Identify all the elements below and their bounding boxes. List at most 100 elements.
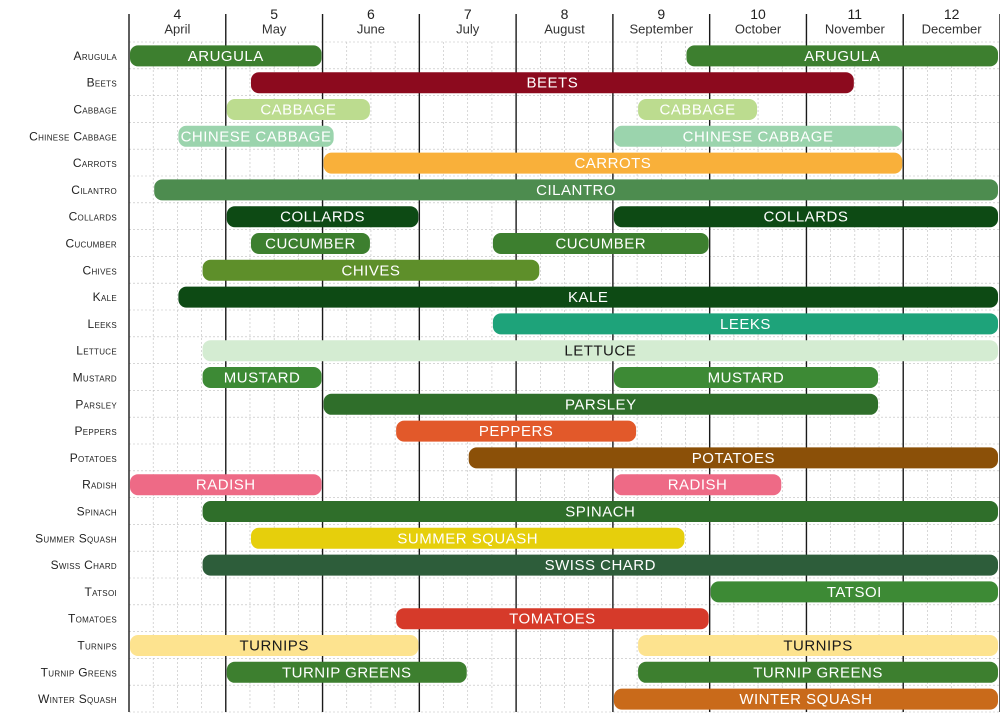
row-labels: Arugula Beets Cabbage Chinese Cabbage Carrot… xyxy=(29,49,117,706)
row-label: Cucumber xyxy=(65,237,117,251)
row-label: Peppers xyxy=(74,424,117,438)
bar-label: BEETS xyxy=(527,75,579,92)
gantt-bar xyxy=(250,233,370,254)
bar-label: TATSOI xyxy=(827,584,882,601)
gantt-bar xyxy=(686,45,998,67)
row-label: Collards xyxy=(69,210,117,224)
gantt-bar xyxy=(613,367,879,388)
gantt-bar xyxy=(226,206,419,228)
gantt-bar xyxy=(226,661,467,683)
gantt-bar xyxy=(202,259,540,281)
gantt-bar xyxy=(323,393,879,415)
month-name-label: June xyxy=(357,22,385,37)
gantt-bar xyxy=(130,45,322,67)
month-number-label: 4 xyxy=(173,6,181,22)
row-label: Carrots xyxy=(73,156,117,170)
bar-label: ARUGULA xyxy=(804,48,880,65)
month-name-label: October xyxy=(735,22,782,37)
bar-label: SUMMER SQUASH xyxy=(397,530,538,547)
row-label: Turnips xyxy=(77,639,117,653)
gantt-bar xyxy=(130,635,419,656)
gantt-bar xyxy=(613,688,998,710)
row-label: Winter Squash xyxy=(38,692,117,706)
gantt-bar xyxy=(638,99,758,120)
bar-label: ARUGULA xyxy=(188,48,264,65)
month-number-label: 11 xyxy=(848,6,863,22)
gantt-bar xyxy=(396,608,709,630)
gantt-bar xyxy=(178,286,998,308)
bar-label: CABBAGE xyxy=(260,102,336,119)
gantt-bar xyxy=(396,420,637,442)
month-number-label: 10 xyxy=(750,6,766,22)
row-label: Chinese Cabbage xyxy=(29,129,117,143)
bar-label: SPINACH xyxy=(565,504,635,521)
bar-label: MUSTARD xyxy=(708,370,785,387)
gantt-bar xyxy=(710,581,998,603)
row-label: Cilantro xyxy=(71,183,117,197)
month-name-label: August xyxy=(544,22,585,37)
gantt-bar xyxy=(250,527,685,549)
row-label: Summer Squash xyxy=(35,531,117,545)
bar-label: TURNIPS xyxy=(239,638,308,655)
row-label: Tatsoi xyxy=(84,585,117,599)
month-name-label: December xyxy=(922,22,983,37)
row-label: Turnip Greens xyxy=(41,665,117,679)
gantt-bar xyxy=(492,313,998,335)
month-number-label: 9 xyxy=(657,6,665,22)
bar-label: KALE xyxy=(568,289,608,306)
bar-label: RADISH xyxy=(196,477,256,494)
row-label: Spinach xyxy=(77,505,117,519)
bar-label: PARSLEY xyxy=(565,396,637,413)
month-number-label: 12 xyxy=(944,6,960,22)
row-label: Potatoes xyxy=(70,451,117,465)
month-number-label: 8 xyxy=(561,6,569,22)
gantt-bar xyxy=(202,340,999,362)
gantt-bar xyxy=(613,125,903,147)
gantt-bar xyxy=(613,206,998,228)
bars: ARUGULA ARUGULA BEETS CABBAGE CABBAGE CHINESE… xyxy=(130,45,999,710)
row-label: Mustard xyxy=(73,371,117,385)
gantt-bar xyxy=(613,474,782,496)
bar-label: CUCUMBER xyxy=(265,236,356,253)
bar-label: LETTUCE xyxy=(564,343,636,360)
bar-label: COLLARDS xyxy=(764,209,849,226)
bar-label: CARROTS xyxy=(574,155,651,172)
month-name-label: September xyxy=(629,22,693,37)
month-number-label: 6 xyxy=(367,6,375,22)
row-label: Beets xyxy=(87,76,117,90)
row-label: Leeks xyxy=(87,317,117,331)
bar-label: CHINESE CABBAGE xyxy=(181,128,332,145)
month-name-label: April xyxy=(164,22,190,37)
bar-label: RADISH xyxy=(668,477,728,494)
bar-label: TURNIPS xyxy=(783,638,852,655)
row-label: Tomatoes xyxy=(68,612,117,626)
gantt-bar xyxy=(250,72,854,94)
month-name-label: July xyxy=(456,22,480,37)
bar-label: WINTER SQUASH xyxy=(739,691,872,708)
bar-label: LEEKS xyxy=(720,316,771,333)
gantt-bar xyxy=(226,99,370,120)
gantt-bar xyxy=(202,501,999,522)
gantt-bar xyxy=(178,125,334,147)
bar-label: SWISS CHARD xyxy=(545,557,656,574)
gantt-bar xyxy=(323,152,903,174)
gantt-bar xyxy=(154,179,998,201)
bar-label: COLLARDS xyxy=(280,209,365,226)
bar-label: CILANTRO xyxy=(536,182,616,199)
row-label: Kale xyxy=(93,290,117,304)
bar-label: TOMATOES xyxy=(509,611,596,628)
bar-label: TURNIP GREENS xyxy=(753,664,883,681)
month-number-label: 7 xyxy=(464,6,472,22)
gantt-bar xyxy=(468,447,998,469)
row-label: Chives xyxy=(83,263,117,277)
row-label: Lettuce xyxy=(76,344,117,358)
month-name-label: November xyxy=(825,22,886,37)
bar-label: CHIVES xyxy=(342,262,401,279)
bar-label: CUCUMBER xyxy=(555,236,646,253)
bar-label: MUSTARD xyxy=(224,370,301,387)
row-label: Arugula xyxy=(74,49,118,63)
bar-label: POTATOES xyxy=(692,450,775,467)
gantt-bar xyxy=(202,554,999,576)
